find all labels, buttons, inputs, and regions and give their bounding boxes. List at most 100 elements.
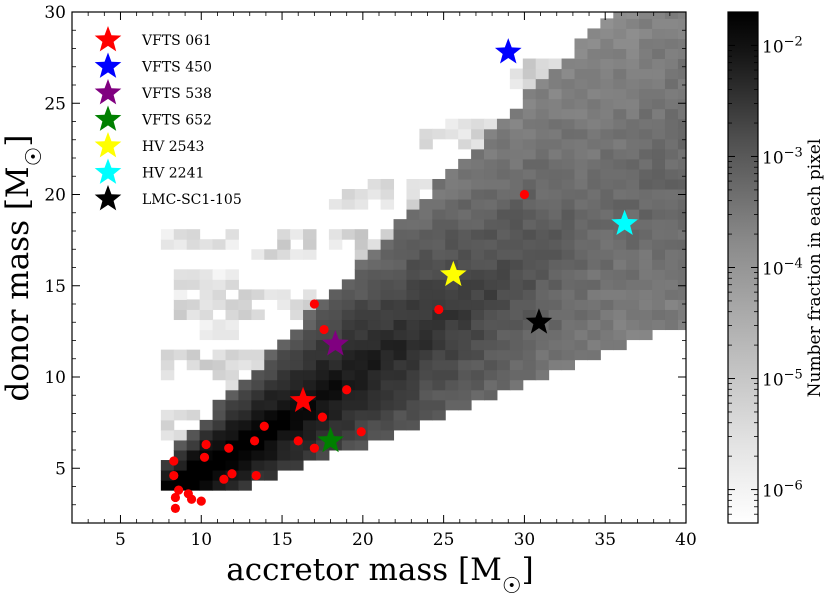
heatmap-cell (419, 389, 433, 401)
heatmap-cell (522, 158, 537, 170)
heatmap-cell (432, 359, 446, 371)
heatmap-cell (677, 319, 686, 331)
heatmap-cell (587, 108, 601, 120)
heatmap-cell (380, 269, 395, 280)
heatmap-cell (652, 118, 666, 130)
heatmap-cell (458, 178, 472, 190)
heatmap-cell (328, 399, 343, 411)
heatmap-cell (328, 379, 343, 391)
heatmap-cell (471, 319, 485, 331)
legend-entry-label: VFTS 061 (141, 33, 212, 49)
heatmap-cell (225, 419, 239, 431)
heatmap-cell (238, 359, 252, 371)
heatmap-cell (496, 379, 511, 391)
star-marker (322, 330, 349, 356)
heatmap-cell (496, 168, 511, 180)
heatmap-cell (432, 259, 446, 270)
heatmap-cell (600, 289, 614, 300)
heatmap-cell (471, 279, 485, 290)
heatmap-cell (160, 480, 175, 491)
heatmap-cell (251, 359, 265, 371)
heatmap-cell (522, 128, 537, 140)
heatmap-cell (664, 199, 679, 210)
heatmap-cell (574, 88, 588, 100)
heatmap-cell (626, 98, 640, 110)
heatmap-cell (664, 58, 679, 70)
heatmap-cell (225, 460, 239, 471)
heatmap-cell (509, 289, 524, 300)
red-points-series (169, 189, 530, 513)
legend-entry-label: VFTS 450 (141, 60, 212, 76)
heatmap-cell (238, 480, 252, 491)
heatmap-cell (664, 38, 679, 49)
heatmap-cell (652, 259, 666, 270)
heatmap-cell (471, 189, 485, 200)
heatmap-cell (393, 239, 407, 250)
heatmap-cell (664, 239, 679, 250)
heatmap-cell (522, 219, 537, 230)
heatmap-cell (328, 349, 343, 361)
heatmap-cell (471, 128, 485, 140)
heatmap-cell (380, 399, 395, 411)
heatmap-cell (238, 289, 252, 300)
heatmap-cell (574, 78, 588, 90)
heatmap-cell (393, 289, 407, 300)
heatmap-cell (626, 18, 640, 29)
heatmap-cell (535, 239, 550, 250)
heatmap-cell (652, 68, 666, 80)
heatmap-cell (186, 439, 201, 451)
x-tick-label: 35 (594, 530, 616, 550)
heatmap-cell (251, 369, 265, 381)
heatmap-cell (445, 239, 459, 250)
heatmap-cell (367, 319, 382, 331)
heatmap-cell (199, 359, 214, 371)
heatmap-cell (199, 239, 214, 250)
heatmap-cell (509, 189, 524, 200)
heatmap-cell (509, 239, 524, 250)
heatmap-cell (173, 279, 188, 290)
heatmap-cell (380, 259, 395, 270)
heatmap-cell (315, 429, 330, 441)
heatmap-cell (471, 239, 485, 250)
heatmap-cell (225, 409, 239, 421)
heatmap-cell (341, 309, 356, 321)
heatmap-cell (445, 299, 459, 310)
heatmap-cell (212, 419, 226, 431)
heatmap-cell (496, 158, 511, 170)
heatmap-cell (522, 299, 537, 310)
heatmap-cell (652, 168, 666, 180)
legend-star-marker (94, 26, 122, 52)
heatmap-cell (458, 319, 472, 331)
heatmap-cell (303, 429, 317, 441)
heatmap-cell (290, 460, 304, 471)
heatmap-cell (664, 158, 679, 170)
heatmap-cell (484, 229, 498, 240)
heatmap-cell (613, 58, 627, 70)
heatmap-cell (509, 68, 524, 80)
heatmap-cell (496, 209, 511, 220)
heatmap-cell (535, 269, 550, 280)
heatmap-cell (626, 239, 640, 250)
heatmap-cell (639, 88, 653, 100)
heatmap-cell (561, 108, 576, 120)
heatmap-cell (496, 199, 511, 210)
heatmap-cell (677, 58, 686, 70)
heatmap-cell (548, 299, 563, 310)
heatmap-cell (186, 269, 201, 280)
heatmap-cell (367, 269, 382, 280)
heatmap-cell (432, 329, 446, 341)
star-marker (289, 386, 317, 413)
heatmap-cell (264, 249, 278, 260)
stars-series (289, 38, 638, 453)
heatmap-cell (561, 219, 576, 230)
heatmap-cell (419, 249, 433, 260)
heatmap-cell (535, 138, 550, 150)
heatmap-cell (574, 319, 588, 331)
heatmap-cell (652, 219, 666, 230)
heatmap-cell (341, 299, 356, 310)
heatmap-cell (173, 299, 188, 310)
heatmap-cell (458, 299, 472, 310)
heatmap-cell (277, 349, 291, 361)
heatmap-cell (600, 88, 614, 100)
heatmap-cell (613, 239, 627, 250)
